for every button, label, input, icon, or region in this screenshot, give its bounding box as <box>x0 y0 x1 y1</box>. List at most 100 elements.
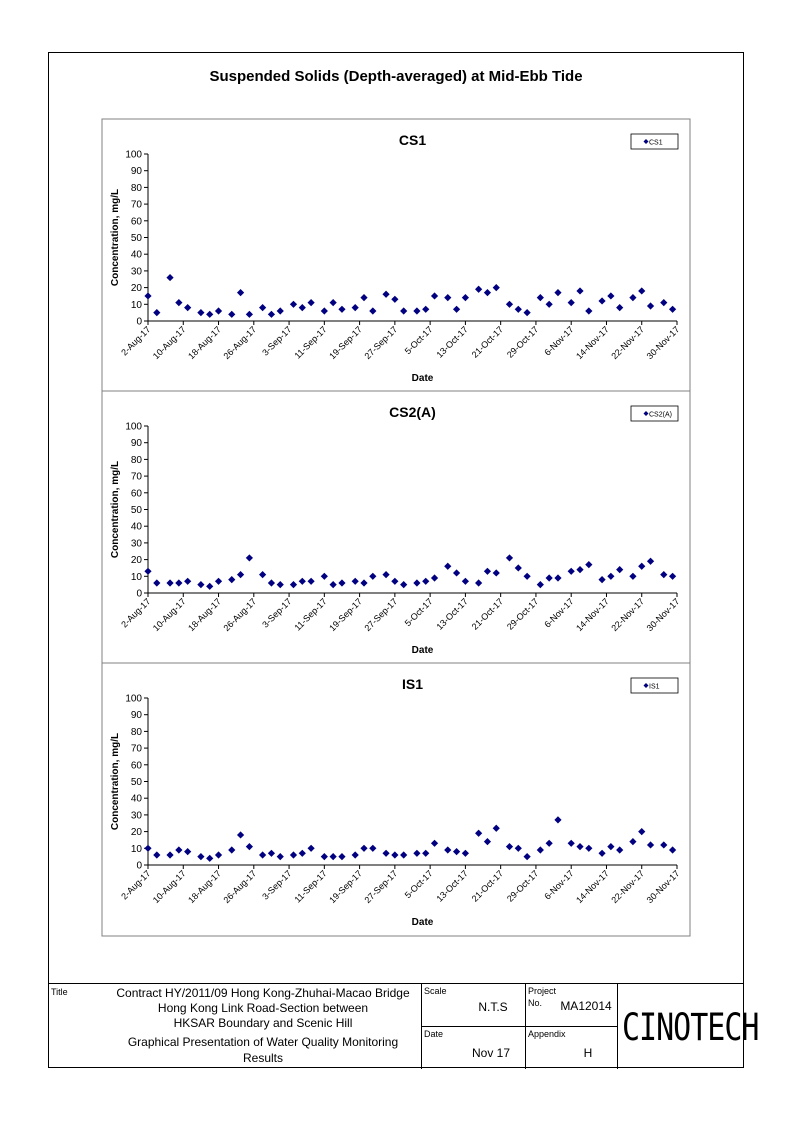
data-point <box>422 849 430 857</box>
y-tick-label: 40 <box>131 522 143 533</box>
data-point <box>483 289 492 297</box>
y-tick-label: 0 <box>136 317 142 328</box>
scale-label: Scale <box>424 986 447 996</box>
data-point <box>505 843 514 851</box>
data-point <box>545 839 553 847</box>
x-tick-label: 3-Sep-17 <box>260 324 293 357</box>
x-tick-label: 2-Aug-17 <box>119 324 152 357</box>
x-tick-label: 13-Oct-17 <box>434 868 469 903</box>
data-point <box>400 581 408 589</box>
y-tick-label: 70 <box>131 472 143 483</box>
x-tick-label: 10-Aug-17 <box>151 596 188 633</box>
y-tick-label: 80 <box>131 455 143 466</box>
x-tick-label: 11-Sep-17 <box>292 596 328 632</box>
data-point <box>166 273 174 282</box>
x-tick-label: 13-Oct-17 <box>434 324 469 359</box>
project-no-label: No. <box>528 998 543 1008</box>
data-point <box>320 572 328 580</box>
data-point <box>475 829 483 837</box>
y-tick-label: 90 <box>131 438 143 449</box>
data-point <box>298 304 306 312</box>
data-point <box>206 854 214 862</box>
data-point <box>545 574 553 582</box>
data-point <box>422 577 430 585</box>
legend-box <box>630 677 679 694</box>
data-point <box>236 289 245 297</box>
x-tick-label: 29-Oct-17 <box>505 868 540 903</box>
data-point <box>461 577 469 585</box>
project-title: Contract HY/2011/09 Hong Kong-Zhuhai-Mac… <box>108 986 418 1031</box>
data-point <box>259 304 267 312</box>
data-point <box>214 577 223 585</box>
data-point <box>585 307 593 315</box>
data-point <box>483 838 492 846</box>
scale-value: N.T.S <box>478 1000 508 1014</box>
data-point <box>567 839 575 847</box>
data-point <box>444 846 452 854</box>
project-title-line: Hong Kong Link Road-Section between <box>157 1001 369 1015</box>
x-tick-label: 5-Oct-17 <box>403 868 435 900</box>
data-point <box>430 292 439 300</box>
data-point <box>382 290 390 298</box>
data-point <box>276 853 284 861</box>
x-tick-label: 5-Oct-17 <box>403 596 435 628</box>
y-tick-label: 80 <box>131 183 143 194</box>
data-point <box>338 853 346 861</box>
x-tick-label: 27-Sep-17 <box>362 324 399 361</box>
data-point <box>660 299 668 307</box>
chart-cs2a: CS2(A) 0 10 20 30 40 50 60 70 80 90 100 Concentratio… <box>110 404 681 656</box>
data-point <box>444 562 452 570</box>
x-tick-label: 13-Oct-17 <box>434 596 469 631</box>
page-frame <box>48 52 744 1068</box>
legend-box <box>630 133 679 150</box>
data-point <box>576 287 584 295</box>
data-point <box>369 844 377 852</box>
x-tick-label: 14-Nov-17 <box>574 596 611 633</box>
data-point <box>369 307 377 315</box>
data-point <box>461 294 469 302</box>
y-tick-label: 50 <box>131 777 143 788</box>
data-point <box>329 853 337 861</box>
y-tick-label: 70 <box>131 200 143 211</box>
y-tick-label: 10 <box>131 572 143 583</box>
data-point <box>166 579 174 587</box>
chart-cs1: CS1 0 10 20 30 40 50 60 70 80 90 100 Concentration, … <box>110 132 681 384</box>
x-axis-label: Date <box>412 917 434 928</box>
data-point <box>668 572 677 580</box>
data-point <box>329 299 337 307</box>
x-tick-label: 29-Oct-17 <box>505 596 540 631</box>
data-point <box>616 846 624 854</box>
x-tick-label: 26-Aug-17 <box>221 324 258 361</box>
data-point <box>144 844 152 852</box>
data-point <box>638 828 646 836</box>
x-tick-label: 6-Nov-17 <box>542 596 575 629</box>
data-point <box>545 300 553 308</box>
data-point <box>646 557 655 565</box>
data-point <box>523 572 531 580</box>
y-tick-label: 100 <box>125 422 142 433</box>
y-tick-label: 20 <box>131 283 143 294</box>
data-point <box>153 579 161 587</box>
data-point <box>616 566 624 574</box>
data-point <box>607 843 615 851</box>
data-point <box>668 846 677 854</box>
x-tick-label: 22-Nov-17 <box>609 324 646 361</box>
data-point <box>413 579 421 587</box>
x-tick-label: 11-Sep-17 <box>292 324 328 360</box>
y-tick-label: 100 <box>125 150 142 161</box>
x-tick-label: 19-Sep-17 <box>327 596 364 633</box>
legend-marker <box>643 411 649 416</box>
data-point <box>197 581 205 589</box>
data-point <box>616 304 624 312</box>
y-tick-label: 0 <box>136 589 142 600</box>
data-point <box>400 307 408 315</box>
data-point <box>585 561 593 569</box>
data-point <box>320 307 328 315</box>
data-point <box>228 846 236 854</box>
data-point <box>206 582 214 590</box>
y-tick-label: 60 <box>131 488 143 499</box>
data-point <box>523 853 531 861</box>
data-point <box>492 284 500 292</box>
data-point <box>289 851 298 859</box>
y-axis-label: Concentration, mg/L <box>110 461 121 558</box>
